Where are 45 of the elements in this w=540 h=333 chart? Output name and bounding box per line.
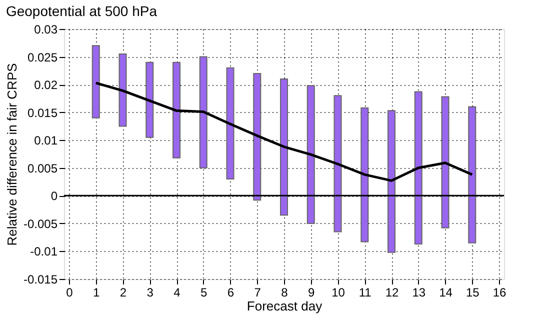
bar bbox=[468, 106, 476, 244]
bar bbox=[334, 95, 342, 232]
bar bbox=[226, 67, 234, 180]
y-axis-title: Relative difference in fair CRPS bbox=[4, 62, 20, 246]
x-tick-label: 4 bbox=[174, 286, 181, 300]
x-tick-label: 0 bbox=[66, 286, 74, 300]
x-tick-label: 8 bbox=[281, 286, 288, 300]
y-tick-label: 0.02 bbox=[34, 78, 58, 92]
bar bbox=[280, 78, 288, 216]
bar bbox=[388, 110, 396, 253]
x-tick-label: 2 bbox=[120, 286, 127, 300]
bar bbox=[441, 96, 450, 228]
x-tick-label: 14 bbox=[439, 286, 453, 300]
x-tick-label: 3 bbox=[146, 286, 154, 300]
bar bbox=[118, 54, 127, 127]
y-tick-label: 0.005 bbox=[27, 161, 58, 176]
x-tick-label: 5 bbox=[200, 286, 208, 300]
x-axis-title: Forecast day bbox=[246, 298, 323, 314]
x-tick-label: 16 bbox=[492, 286, 506, 300]
bar bbox=[92, 45, 100, 118]
bar bbox=[414, 91, 422, 244]
x-tick-label: 12 bbox=[385, 286, 399, 300]
y-tick-label: 0.03 bbox=[34, 22, 58, 36]
x-tick-label: 7 bbox=[254, 286, 262, 300]
x-tick-label: 11 bbox=[358, 286, 372, 300]
x-tick-label: 9 bbox=[308, 286, 316, 300]
x-tick-label: 13 bbox=[412, 286, 426, 300]
bar bbox=[253, 72, 262, 201]
y-tick-label: -0.005 bbox=[23, 216, 58, 231]
x-tick-label: 10 bbox=[332, 286, 346, 300]
bar bbox=[172, 62, 180, 158]
x-tick-label: 15 bbox=[466, 286, 480, 300]
bar bbox=[360, 107, 369, 242]
x-tick-label: 1 bbox=[93, 286, 100, 300]
y-tick-label: 0.015 bbox=[27, 106, 58, 120]
y-tick-label: 0 bbox=[50, 189, 58, 204]
x-tick-label: 6 bbox=[227, 286, 234, 300]
y-tick-label: 0.025 bbox=[27, 50, 58, 64]
bar bbox=[146, 62, 154, 138]
bar bbox=[199, 56, 208, 168]
y-tick-label: 0.01 bbox=[34, 134, 58, 148]
chart-title: Geopotential at 500 hPa bbox=[6, 3, 158, 19]
bar bbox=[306, 85, 315, 224]
y-tick-label: -0.01 bbox=[30, 244, 58, 259]
y-tick-label: -0.015 bbox=[23, 272, 58, 286]
